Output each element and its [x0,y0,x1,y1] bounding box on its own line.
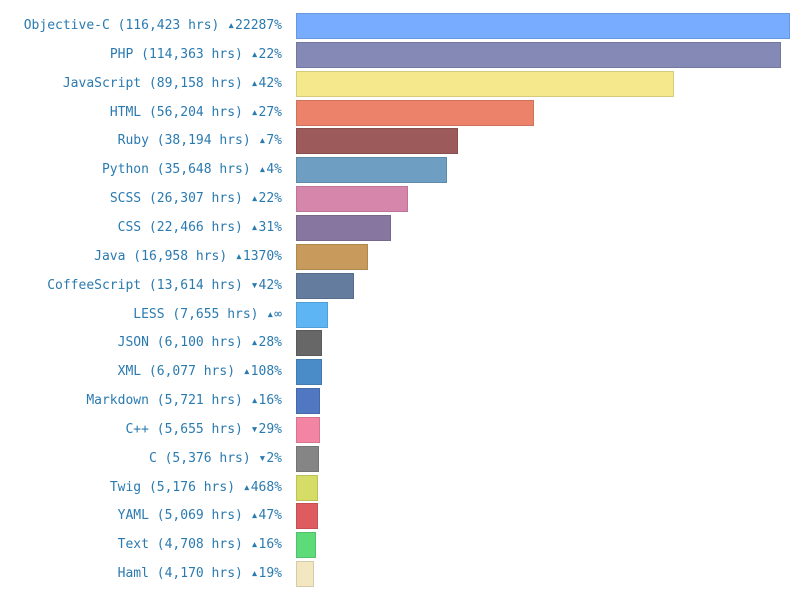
bar-label: LESS (7,655 hrs) ▴∞ [133,306,282,322]
bar [296,13,790,39]
bar-label: PHP (114,363 hrs) ▴22% [109,46,282,62]
bar-label: Text (4,708 hrs) ▴16% [117,537,282,553]
bar [296,272,354,299]
bar-row: Objective-C (116,423 hrs) ▴22287% [0,13,800,39]
bar-row: HTML (56,204 hrs) ▴27% [0,99,800,126]
bar-label: C (5,376 hrs) ▾2% [148,450,282,466]
bar-label: Objective-C (116,423 hrs) ▴22287% [23,18,282,33]
bar [296,157,447,184]
bar [296,243,368,270]
bar-label: HTML (56,204 hrs) ▴27% [109,104,282,120]
bar-row: C (5,376 hrs) ▾2% [0,445,800,472]
bar-row: Ruby (38,194 hrs) ▴7% [0,128,800,155]
bar-row: PHP (114,363 hrs) ▴22% [0,41,800,68]
bar [296,416,320,443]
bar [296,128,458,155]
bar-label: YAML (5,069 hrs) ▴47% [117,508,282,524]
bar-row: Haml (4,170 hrs) ▴19% [0,561,800,588]
bar-row: Python (35,648 hrs) ▴4% [0,157,800,184]
bar-label: JavaScript (89,158 hrs) ▴42% [62,75,282,91]
bar-label: CoffeeScript (13,614 hrs) ▾42% [47,277,282,293]
bar-label: Ruby (38,194 hrs) ▴7% [117,133,282,149]
bar [296,445,319,472]
bar-row: SCSS (26,307 hrs) ▴22% [0,186,800,213]
bar-row: LESS (7,655 hrs) ▴∞ [0,301,800,328]
bar [296,186,408,213]
bar [296,301,328,328]
bar [296,503,318,530]
bar [296,70,674,97]
bar-label: CSS (22,466 hrs) ▴31% [117,219,282,235]
bar [296,561,314,588]
bar-label: Twig (5,176 hrs) ▴468% [109,479,282,495]
bar [296,41,781,68]
bar-row: XML (6,077 hrs) ▴108% [0,359,800,386]
bar [296,532,316,559]
bar-label: SCSS (26,307 hrs) ▴22% [109,191,282,207]
bar-label: Python (35,648 hrs) ▴4% [101,162,282,178]
bar [296,99,534,126]
bar-row: JavaScript (89,158 hrs) ▴42% [0,70,800,97]
bar-row: C++ (5,655 hrs) ▾29% [0,416,800,443]
bar-row: CSS (22,466 hrs) ▴31% [0,214,800,241]
bar [296,330,322,357]
bar-label: XML (6,077 hrs) ▴108% [117,364,282,380]
bar-row: Text (4,708 hrs) ▴16% [0,532,800,559]
bar-label: Markdown (5,721 hrs) ▴16% [86,393,282,409]
bar-row: Twig (5,176 hrs) ▴468% [0,474,800,501]
bar-label: C++ (5,655 hrs) ▾29% [125,421,282,437]
bar [296,474,318,501]
bar-row: Markdown (5,721 hrs) ▴16% [0,388,800,415]
bar [296,359,322,386]
bar-row: JSON (6,100 hrs) ▴28% [0,330,800,357]
bar-label: JSON (6,100 hrs) ▴28% [117,335,282,351]
bar [296,388,320,415]
bar-row: YAML (5,069 hrs) ▴47% [0,503,800,530]
bar-row: Java (16,958 hrs) ▴1370% [0,243,800,270]
bar-label: Haml (4,170 hrs) ▴19% [117,566,282,582]
bar-label: Java (16,958 hrs) ▴1370% [94,248,282,264]
bar [296,214,391,241]
bar-row: CoffeeScript (13,614 hrs) ▾42% [0,272,800,299]
